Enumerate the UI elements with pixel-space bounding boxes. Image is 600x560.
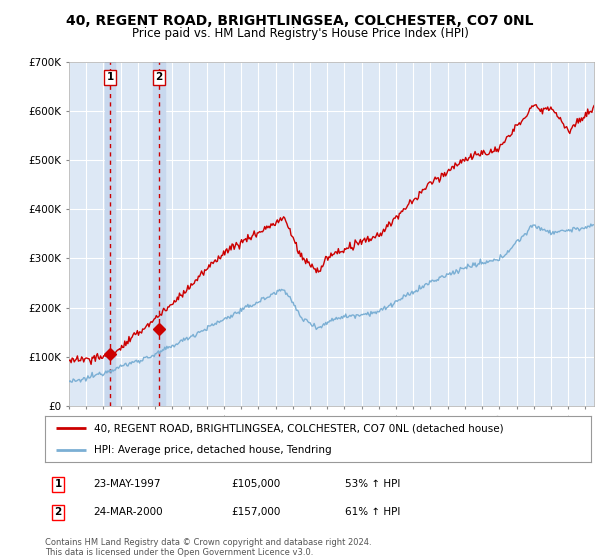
Bar <box>105 62 115 406</box>
Text: 61% ↑ HPI: 61% ↑ HPI <box>345 507 400 517</box>
Text: 2: 2 <box>155 72 163 82</box>
Text: £105,000: £105,000 <box>231 479 280 489</box>
Text: 24-MAR-2000: 24-MAR-2000 <box>93 507 163 517</box>
Text: 40, REGENT ROAD, BRIGHTLINGSEA, COLCHESTER, CO7 0NL: 40, REGENT ROAD, BRIGHTLINGSEA, COLCHEST… <box>66 14 534 28</box>
Text: 1: 1 <box>106 72 113 82</box>
Text: HPI: Average price, detached house, Tendring: HPI: Average price, detached house, Tend… <box>94 445 332 455</box>
Text: 23-MAY-1997: 23-MAY-1997 <box>93 479 161 489</box>
Text: 53% ↑ HPI: 53% ↑ HPI <box>345 479 400 489</box>
Text: Contains HM Land Registry data © Crown copyright and database right 2024.
This d: Contains HM Land Registry data © Crown c… <box>45 538 371 557</box>
Text: 2: 2 <box>55 507 62 517</box>
Text: 40, REGENT ROAD, BRIGHTLINGSEA, COLCHESTER, CO7 0NL (detached house): 40, REGENT ROAD, BRIGHTLINGSEA, COLCHEST… <box>94 423 504 433</box>
Bar <box>154 62 164 406</box>
Text: Price paid vs. HM Land Registry's House Price Index (HPI): Price paid vs. HM Land Registry's House … <box>131 27 469 40</box>
Text: 1: 1 <box>55 479 62 489</box>
Text: £157,000: £157,000 <box>231 507 280 517</box>
